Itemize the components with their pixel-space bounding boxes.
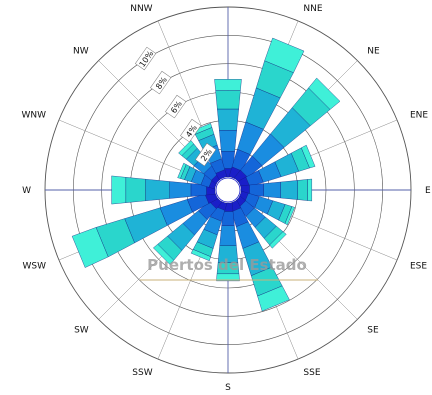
petal-e bbox=[240, 178, 312, 202]
petal-nw-segment-6 bbox=[178, 140, 194, 156]
petal-s bbox=[216, 202, 240, 282]
watermark-text: Puertos del Estado bbox=[147, 256, 307, 274]
petal-s-segment-6 bbox=[216, 273, 240, 282]
petal-w-segment-5 bbox=[125, 177, 146, 203]
petal-ne-segment-6 bbox=[308, 77, 341, 110]
direction-label-wnw: WNW bbox=[21, 111, 46, 121]
ring-labels: 2%4%6%8%10% bbox=[135, 46, 217, 167]
petal-n-segment-3 bbox=[219, 130, 237, 152]
petal-nne-segment-6 bbox=[264, 37, 305, 73]
petal-se-segment-6 bbox=[269, 231, 287, 249]
petal-w-segment-3 bbox=[169, 181, 192, 199]
petal-se bbox=[233, 195, 287, 249]
ring-label-6: 6% bbox=[165, 94, 187, 119]
direction-label-e: E bbox=[425, 186, 431, 196]
petal-ese-segment-6 bbox=[284, 206, 295, 226]
petal-e-segment-6 bbox=[307, 178, 312, 202]
petal-n bbox=[214, 79, 242, 178]
direction-label-wsw: WSW bbox=[22, 261, 46, 271]
petal-ene-segment-6 bbox=[301, 144, 316, 169]
direction-label-nw: NW bbox=[73, 47, 89, 57]
direction-label-ne: NE bbox=[367, 47, 380, 57]
petal-n-segment-6 bbox=[214, 79, 242, 91]
direction-labels: NNE NE ENE E ESE SE SSE S SSW SW WSW W WNW NW NNW bbox=[21, 4, 431, 393]
direction-label-w: W bbox=[22, 186, 31, 196]
ring-label-10: 10% bbox=[135, 46, 157, 71]
petal-nne bbox=[228, 37, 305, 180]
petal-s-segment-3 bbox=[219, 225, 237, 246]
petal-e-segment-5 bbox=[297, 179, 308, 201]
petal-n-segment-5 bbox=[215, 90, 241, 110]
calm-circle bbox=[215, 177, 241, 203]
petal-wsw-segment-6 bbox=[71, 227, 109, 268]
petal-wsw bbox=[71, 190, 218, 268]
direction-label-sw: SW bbox=[74, 325, 89, 335]
petal-e-segment-3 bbox=[263, 181, 281, 199]
petal-sse-segment-6 bbox=[257, 285, 290, 312]
petal-sw-segment-6 bbox=[153, 243, 175, 265]
petal-w-segment-4 bbox=[145, 179, 170, 201]
direction-label-ene: ENE bbox=[410, 111, 428, 121]
direction-label-nne: NNE bbox=[303, 4, 322, 14]
petal-e-segment-4 bbox=[280, 180, 298, 200]
ring-label-8: 8% bbox=[150, 70, 172, 95]
watermark: Puertos del Estado bbox=[140, 256, 318, 281]
petal-sw bbox=[153, 195, 223, 265]
petal-w-segment-6 bbox=[111, 175, 126, 205]
petal-w bbox=[111, 175, 216, 205]
petal-n-segment-4 bbox=[217, 108, 239, 131]
rose-petals bbox=[71, 37, 341, 312]
direction-label-sse: SSE bbox=[303, 368, 320, 378]
petal-wnw-segment-6 bbox=[177, 162, 187, 179]
direction-label-ese: ESE bbox=[410, 261, 427, 271]
direction-label-nnw: NNW bbox=[130, 4, 152, 14]
petal-ssw-segment-6 bbox=[190, 249, 211, 262]
direction-label-se: SE bbox=[367, 325, 379, 335]
petal-ne bbox=[233, 77, 341, 185]
direction-label-ssw: SSW bbox=[132, 368, 152, 378]
direction-label-s: S bbox=[225, 383, 231, 393]
